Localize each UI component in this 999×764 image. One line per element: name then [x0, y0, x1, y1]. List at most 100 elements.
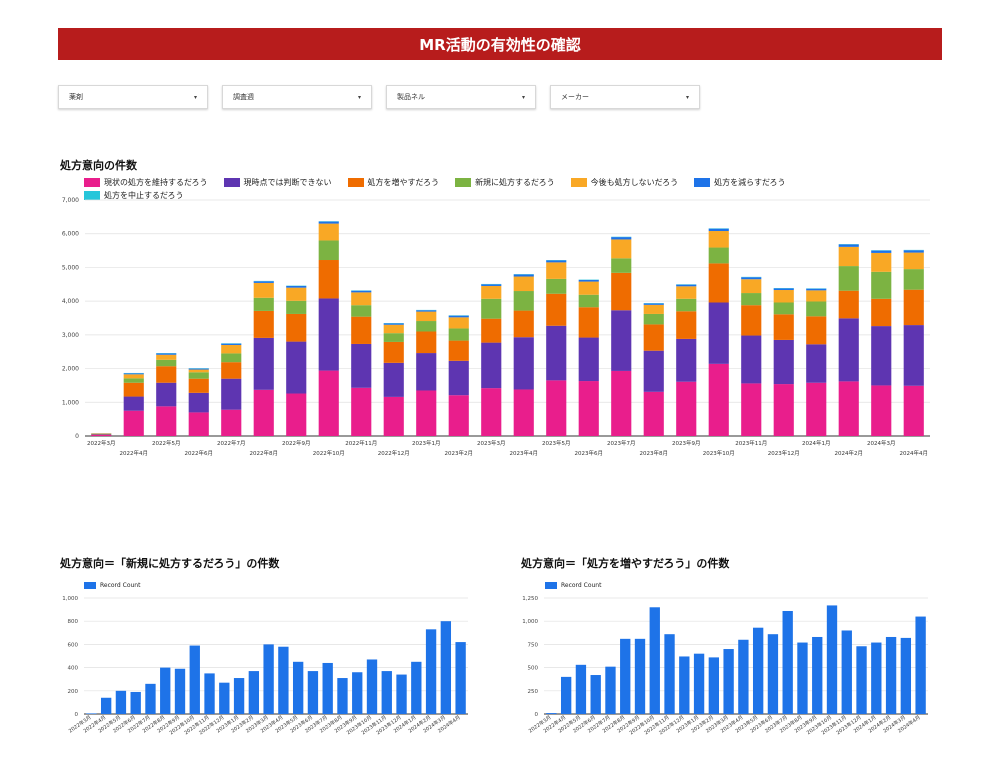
bar-segment [123, 410, 144, 436]
bar [160, 667, 171, 714]
x-tick-label: 2023年6月 [575, 449, 604, 457]
bar-segment [383, 333, 404, 342]
chevron-down-icon: ▾ [521, 93, 525, 101]
bar-segment [838, 318, 859, 382]
x-tick-label: 2023年1月 [412, 439, 441, 447]
bar-segment [351, 343, 372, 388]
chevron-down-icon: ▾ [193, 93, 197, 101]
legend-item[interactable]: 新規に処方するだろう [455, 177, 555, 188]
bar [605, 666, 616, 714]
main-chart-title: 処方意向の件数 [60, 159, 137, 172]
bar-segment [318, 298, 339, 371]
bar-segment [351, 387, 372, 436]
bar-segment [448, 395, 469, 436]
bar [219, 682, 230, 714]
bar [708, 657, 720, 714]
legend-item[interactable]: 現状の処方を維持するだろう [84, 177, 208, 188]
bar-segment [838, 381, 859, 436]
new-prescription-chart-title: 処方意向＝「新規に処方するだろう」の件数 [60, 557, 280, 570]
bar-segment [838, 290, 859, 319]
bar-segment [416, 353, 437, 391]
bar-segment [643, 350, 664, 392]
bar-segment [903, 325, 924, 386]
legend-item[interactable]: 処方を中止するだろう [84, 190, 184, 201]
bar-segment [578, 281, 599, 295]
legend-item[interactable]: 処方を増やすだろう [347, 177, 439, 188]
y-tick-label: 200 [68, 689, 79, 695]
legend-swatch [84, 191, 100, 200]
legend-label: 今後も処方しないだろう [590, 178, 679, 187]
legend-swatch [347, 178, 364, 187]
bar-segment [188, 392, 209, 413]
y-tick-label: 600 [68, 642, 79, 648]
bar-segment [903, 250, 924, 253]
filter-drug-dropdown[interactable]: 薬剤 ▾ [58, 85, 208, 109]
bar-segment [708, 228, 729, 232]
bar-segment [91, 433, 112, 434]
y-tick-label: 5,000 [62, 264, 79, 271]
new-prescription-chart-legend: Record Count [84, 582, 140, 589]
bar-segment [416, 331, 437, 354]
bar [233, 678, 245, 714]
bar-segment [611, 272, 632, 311]
y-tick-label: 400 [68, 666, 79, 672]
legend-swatch [455, 178, 472, 187]
bar-segment [903, 252, 924, 270]
y-tick-label: 0 [75, 712, 79, 718]
x-tick-label: 2022年9月 [282, 439, 311, 447]
bar-segment [676, 311, 697, 339]
bar [366, 659, 378, 714]
bar [189, 645, 200, 714]
bar-segment [838, 246, 859, 267]
bar [263, 644, 274, 714]
bar-segment [871, 326, 892, 386]
bar-segment [286, 285, 307, 288]
bar-segment [253, 282, 274, 298]
bar-segment [513, 274, 534, 277]
bar [826, 605, 838, 714]
bar-segment [416, 390, 437, 436]
bar [278, 646, 289, 714]
bar-segment [221, 343, 242, 345]
bar [738, 639, 749, 714]
legend-item[interactable]: 今後も処方しないだろう [570, 177, 679, 188]
filter-product-dropdown[interactable]: 製品ネル ▾ [386, 85, 536, 109]
bar-segment [611, 239, 632, 259]
bar-segment [806, 288, 827, 291]
legend-item[interactable]: 現時点では判断できない [223, 177, 332, 188]
filter-survey-week-dropdown[interactable]: 調査週 ▾ [222, 85, 372, 109]
bar-segment [513, 291, 534, 311]
bar-segment [708, 363, 729, 436]
x-tick-label: 2023年3月 [477, 439, 506, 447]
bar [100, 697, 112, 714]
bar-segment [578, 307, 599, 338]
bar [664, 634, 675, 714]
bar-segment [773, 384, 794, 436]
bar [396, 674, 407, 714]
bar-segment [773, 290, 794, 303]
bar-segment [383, 324, 404, 334]
y-tick-label: 1,000 [522, 619, 538, 625]
bar-segment [481, 298, 502, 319]
bar-segment [806, 316, 827, 345]
bar-segment [188, 372, 209, 379]
y-tick-label: 1,000 [62, 399, 79, 406]
bar [841, 630, 852, 714]
y-tick-label: 7,000 [62, 197, 79, 204]
bar-segment [481, 342, 502, 389]
legend-swatch [84, 582, 96, 589]
bar-segment [91, 434, 112, 435]
legend-swatch [223, 178, 240, 187]
x-tick-label: 2022年8月 [250, 449, 279, 457]
bar-segment [741, 277, 762, 280]
bar-segment [546, 293, 567, 326]
dashboard-header: MR活動の有効性の確認 [58, 28, 942, 60]
bar [871, 642, 882, 714]
legend-item[interactable]: 処方を減らすだろう [694, 177, 785, 188]
filter-maker-dropdown[interactable]: メーカー ▾ [550, 85, 700, 109]
x-tick-label: 2024年1月 [802, 439, 831, 447]
bar-segment [643, 303, 664, 305]
bar-segment [351, 305, 372, 317]
y-tick-label: 3,000 [62, 332, 79, 339]
legend-label: 処方を中止するだろう [104, 191, 184, 200]
